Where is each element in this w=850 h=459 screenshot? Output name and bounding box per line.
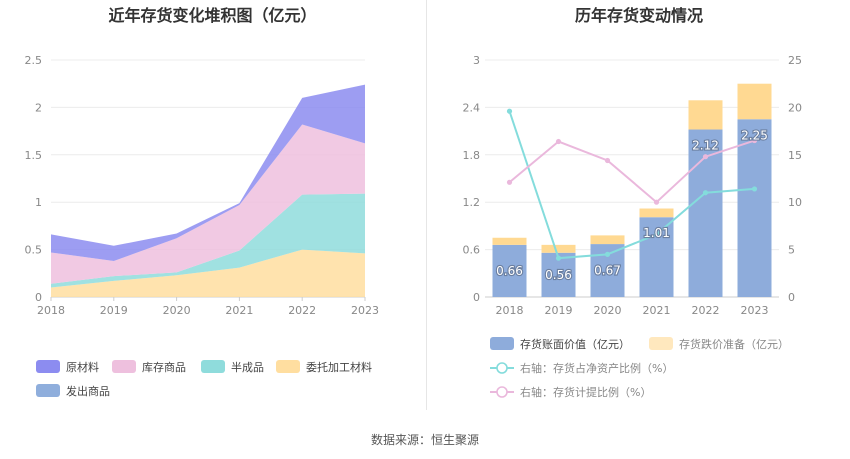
area-series: [51, 124, 365, 284]
line-point: [604, 157, 611, 164]
legend-marker: [496, 386, 508, 398]
y-tick-label: 1: [35, 196, 42, 209]
area-series: [51, 249, 365, 297]
line-series: [508, 110, 755, 260]
x-tick-label: 2023: [351, 304, 379, 317]
bar-impairment-provision: [639, 208, 674, 218]
bar-value-label: 0.66: [496, 264, 523, 278]
legend-label: 半成品: [231, 360, 264, 374]
line-point: [702, 190, 709, 196]
y2-tick-label: 5: [788, 244, 795, 257]
y-tick-label: 1.8: [463, 149, 481, 162]
y-tick-label: 2.4: [463, 101, 481, 114]
y-tick-label: 1.5: [25, 149, 43, 162]
inventory-bar-chart: 0 0.6 1.2 1.8 2.4 3 0 5 10 15 20 25 2018 2019 2020 2021…: [463, 54, 803, 399]
bar-impairment-provision: [492, 237, 527, 245]
y-tick-label: 0.5: [25, 244, 43, 257]
stacked-area-chart-panel: 近年存货变化堆积图（亿元） 0 0.5 1 1.5 2 2.5 2018 2019 2020 20…: [0, 0, 425, 410]
bar-value-label: 1.01: [643, 226, 670, 240]
line-point: [653, 231, 660, 238]
bar-value-label: 2.12: [692, 139, 719, 153]
left-chart-title: 近年存货变化堆积图（亿元）: [108, 6, 317, 25]
legend-label: 右轴：存货占净资产比例（%）: [520, 361, 673, 375]
legend-swatch: [36, 360, 60, 373]
line-point: [653, 199, 660, 205]
y2-tick-label: 0: [788, 291, 795, 304]
legend-swatch: [201, 360, 225, 373]
inventory-bar-chart-panel: 历年存货变动情况 0 0.6 1.2 1.8 2.4 3 0 5 10 15 20 25 2018 201…: [428, 0, 850, 410]
x-tick-label: 2021: [643, 304, 671, 317]
bar-impairment-provision: [541, 244, 576, 253]
x-tick-label: 2019: [100, 304, 128, 317]
y-tick-label: 0: [473, 291, 480, 304]
y-tick-label: 3: [473, 54, 480, 67]
x-tick-label: 2019: [545, 304, 573, 317]
stacked-area-chart: 0 0.5 1 1.5 2 2.5 2018 2019 2020 2021 2022 2023 原材料 库…: [25, 54, 380, 398]
area-series: [51, 84, 365, 261]
line-series: [508, 139, 755, 204]
legend-swatch: [490, 337, 514, 350]
legend-marker: [496, 362, 508, 374]
line-point: [604, 251, 611, 257]
legend-swatch: [649, 337, 673, 350]
x-tick-label: 2020: [594, 304, 622, 317]
x-tick-label: 2023: [741, 304, 769, 317]
bar-book-value: [737, 119, 772, 297]
y2-tick-label: 15: [788, 149, 802, 162]
legend-label: 发出商品: [66, 384, 110, 398]
line-point: [506, 108, 513, 114]
x-tick-label: 2021: [225, 304, 253, 317]
y-tick-label: 2.5: [25, 54, 43, 67]
y-tick-label: 1.2: [463, 196, 481, 209]
data-source-text: 数据来源：恒生聚源: [370, 433, 479, 447]
legend-swatch: [276, 360, 300, 373]
legend-label: 右轴：存货计提比例（%）: [520, 385, 651, 399]
y-tick-label: 0.6: [463, 244, 481, 257]
y2-tick-label: 25: [788, 54, 802, 67]
x-tick-label: 2022: [288, 304, 316, 317]
legend-swatch: [112, 360, 136, 373]
line-point: [751, 137, 758, 144]
legend-label: 原材料: [66, 360, 99, 374]
bar-value-label: 2.25: [741, 128, 768, 142]
bar-value-label: 0.67: [594, 264, 621, 278]
y2-tick-label: 20: [788, 101, 802, 114]
bar-value-label: 0.56: [545, 268, 572, 282]
legend-label: 存货账面价值（亿元）: [520, 337, 630, 351]
line-point: [555, 138, 562, 145]
x-tick-label: 2018: [496, 304, 524, 317]
bar-book-value: [492, 244, 527, 297]
y-tick-label: 0: [35, 291, 42, 304]
bar-impairment-provision: [688, 100, 723, 130]
line-point: [702, 154, 709, 160]
y2-tick-label: 10: [788, 196, 802, 209]
y-tick-label: 2: [35, 101, 42, 114]
legend-label: 存货跌价准备（亿元）: [679, 337, 789, 351]
bar-impairment-provision: [590, 235, 625, 245]
x-tick-label: 2022: [692, 304, 720, 317]
line-point: [751, 186, 758, 192]
area-series: [51, 193, 365, 288]
legend-swatch: [36, 384, 60, 397]
panel-divider: [426, 0, 427, 410]
right-chart-title: 历年存货变动情况: [574, 6, 703, 25]
bar-impairment-provision: [737, 83, 772, 120]
line-point: [555, 255, 562, 261]
line-point: [506, 179, 513, 185]
x-tick-label: 2018: [37, 304, 65, 317]
x-tick-label: 2020: [163, 304, 191, 317]
bar-book-value: [639, 217, 674, 297]
legend-label: 委托加工材料: [306, 360, 372, 374]
legend-label: 库存商品: [142, 360, 186, 374]
